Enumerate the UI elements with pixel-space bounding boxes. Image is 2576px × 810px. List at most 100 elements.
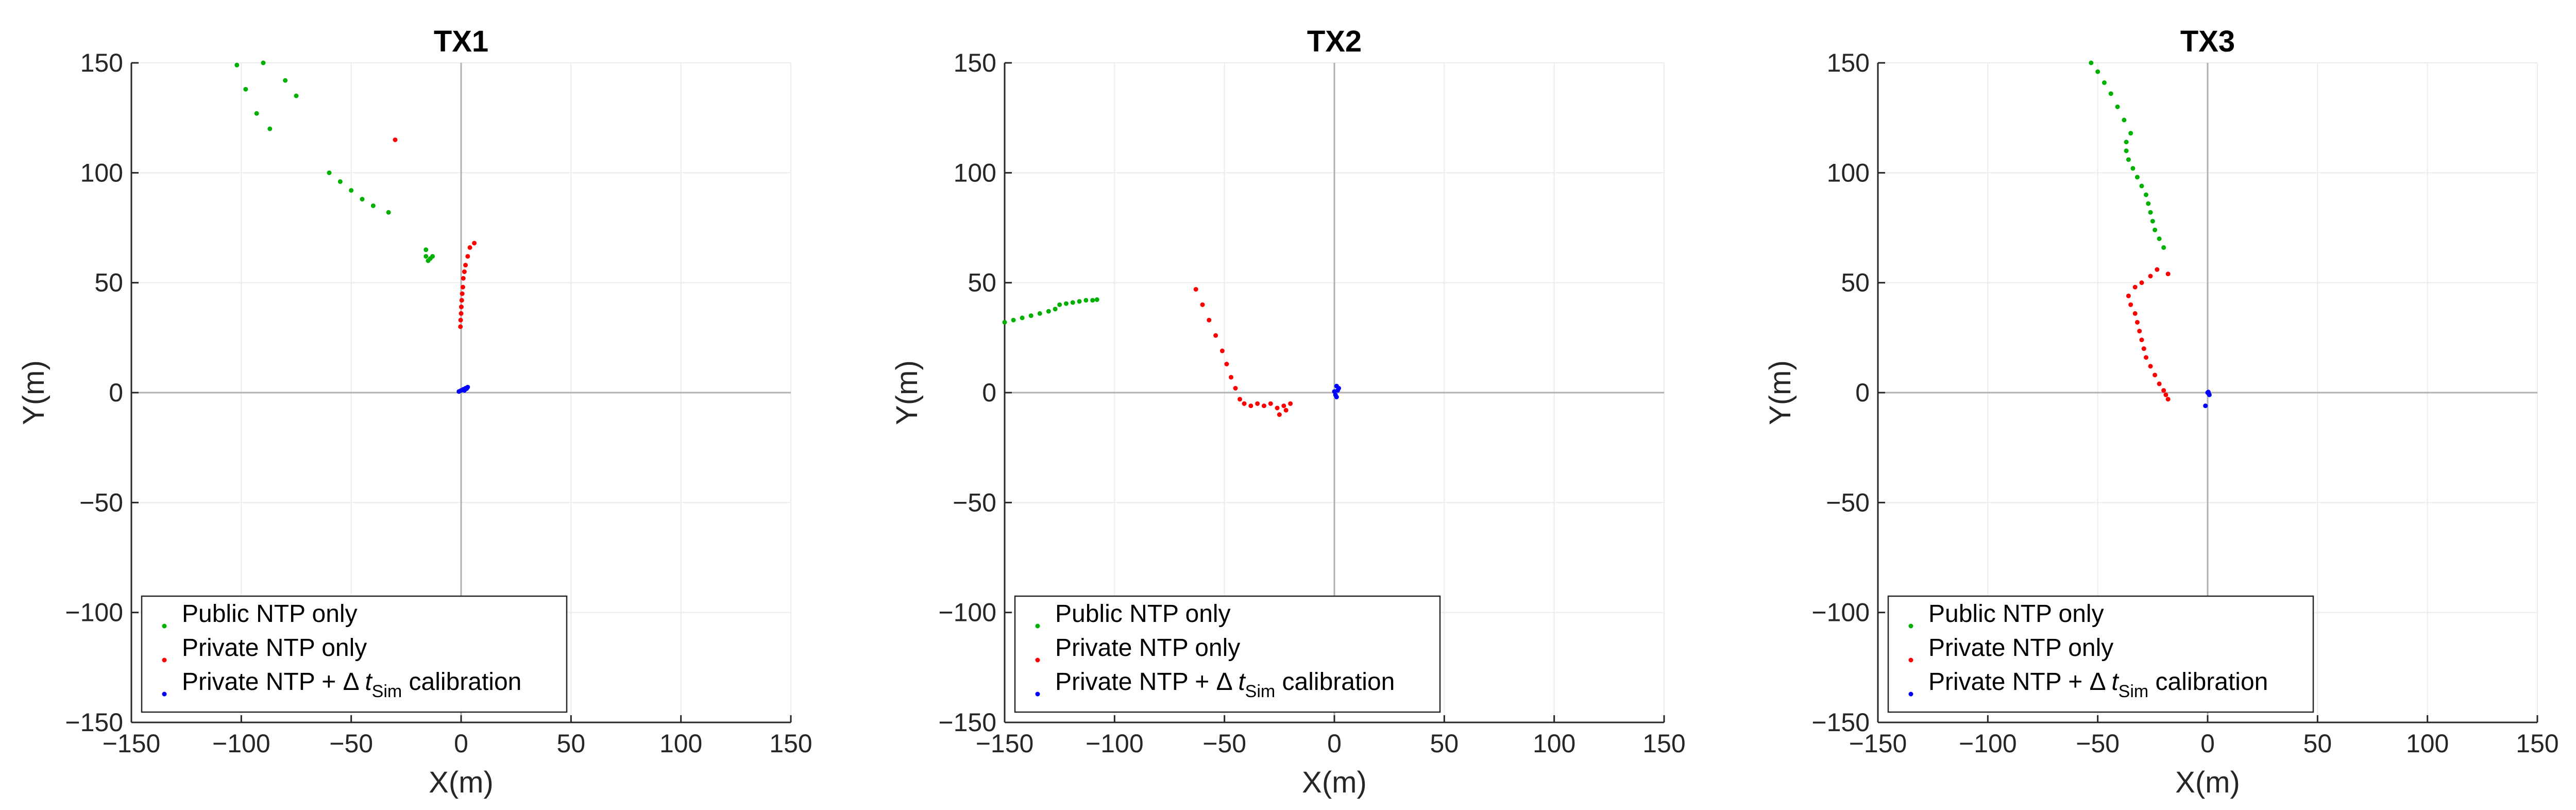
chart-1-series-3 bbox=[456, 384, 470, 394]
chart-3-series-2-point bbox=[2161, 388, 2166, 393]
chart-1-y-tick-label: 100 bbox=[80, 158, 123, 187]
chart-2-series-1-point bbox=[1057, 302, 1062, 307]
chart-1-series-3-point bbox=[462, 388, 467, 393]
chart-1-title: TX1 bbox=[434, 25, 488, 58]
chart-3-y-tick-label: −150 bbox=[1811, 708, 1870, 737]
chart-3-series-1-point bbox=[2089, 60, 2094, 65]
chart-3-legend-entry-2: Private NTP only bbox=[1928, 634, 2113, 662]
chart-2-series-2-point bbox=[1242, 401, 1247, 406]
chart-3-series-2-point bbox=[2137, 329, 2142, 334]
chart-3-legend-marker-2 bbox=[1908, 657, 1913, 663]
chart-3-series-2-point bbox=[2139, 280, 2144, 285]
chart-1-x-tick-label: −50 bbox=[329, 729, 373, 758]
chart-3-series-2-point bbox=[2163, 392, 2168, 397]
chart-3-series-1-point bbox=[2161, 245, 2166, 250]
chart-3-series-1-point bbox=[2102, 80, 2107, 85]
chart-2-legend: Public NTP only Private NTP only Private N… bbox=[1014, 595, 1441, 713]
chart-3-series-2-point bbox=[2155, 267, 2160, 272]
chart-1-series-1-point bbox=[254, 111, 259, 116]
chart-2-legend-entry-3: Private NTP + Δ tSim calibration bbox=[1055, 668, 1395, 701]
chart-2-series-2-point bbox=[1275, 406, 1280, 411]
chart-2-x-tick-label: 0 bbox=[1327, 729, 1342, 758]
chart-2-series-2-point bbox=[1283, 408, 1289, 413]
chart-3-x-tick-label: 150 bbox=[2516, 729, 2558, 758]
chart-3-legend-box bbox=[1887, 595, 2314, 713]
chart-2-y-tick-label: 0 bbox=[982, 378, 996, 407]
chart-3-legend-marker-3 bbox=[1908, 691, 1913, 697]
chart-3-series-1-point bbox=[2130, 166, 2136, 171]
chart-1: −150 −100 −50 0 50 100 150 −150 −100 −50 0 50 100 150… bbox=[17, 25, 812, 799]
chart-1-series-1-point bbox=[430, 254, 435, 259]
chart-1-y-tick-label: 0 bbox=[109, 378, 123, 407]
chart-1-legend-entry-2: Private NTP only bbox=[182, 634, 367, 662]
chart-1-series-2-point bbox=[461, 276, 466, 281]
chart-1-x-tick-label: −150 bbox=[103, 729, 161, 758]
chart-1-x-tick-label: 50 bbox=[557, 729, 586, 758]
chart-3-y-tick-label: 150 bbox=[1827, 48, 1870, 77]
chart-3-series-1-point bbox=[2095, 69, 2100, 74]
chart-3-series-1-point bbox=[2124, 148, 2129, 154]
chart-3-series-1-point bbox=[2148, 210, 2153, 215]
chart-2-x-axis-label: X(m) bbox=[1302, 766, 1367, 799]
chart-2-series-2-point bbox=[1268, 401, 1273, 406]
chart-3-title: TX3 bbox=[2180, 25, 2235, 58]
chart-1-series-2-point bbox=[459, 311, 464, 316]
chart-3-series-2-point bbox=[2141, 346, 2146, 351]
chart-1-series-1-point bbox=[386, 210, 391, 215]
chart-1-series-2-point bbox=[458, 317, 463, 323]
chart-1-legend-marker-3 bbox=[162, 691, 167, 697]
chart-3: −150 −100 −50 0 50 100 150 −150 −100 −50 0 50 100 150… bbox=[1764, 25, 2559, 799]
chart-3-series-1-point bbox=[2124, 140, 2129, 145]
chart-2-series-1-point bbox=[1090, 298, 1095, 303]
chart-2-y-tick-label: 150 bbox=[954, 48, 996, 77]
chart-2-x-tick-label: −150 bbox=[976, 729, 1034, 758]
chart-3-series-2-point bbox=[2134, 319, 2140, 325]
chart-3-series-2-point bbox=[2128, 302, 2133, 307]
chart-1-legend-entry-3: Private NTP + Δ tSim calibration bbox=[182, 668, 521, 701]
chart-2-legend-entry-1: Public NTP only bbox=[1055, 600, 1231, 628]
chart-3-legend-entry-1: Public NTP only bbox=[1928, 600, 2104, 628]
chart-1-y-tick-label: −50 bbox=[79, 488, 123, 517]
chart-2-x-tick-label: 150 bbox=[1642, 729, 1685, 758]
chart-2-legend-marker-3 bbox=[1035, 691, 1040, 697]
chart-3-x-tick-label: −150 bbox=[1849, 729, 1907, 758]
chart-2-legend-entry-2: Private NTP only bbox=[1055, 634, 1240, 662]
chart-1-series-2-point bbox=[393, 137, 398, 142]
chart-2-series-3-point bbox=[1336, 385, 1342, 391]
chart-3-x-tick-label: 100 bbox=[2406, 729, 2449, 758]
chart-1-x-tick-label: 0 bbox=[454, 729, 468, 758]
chart-3-series-1-point bbox=[2126, 157, 2131, 162]
chart-2-series-1-point bbox=[1011, 317, 1016, 323]
chart-3-series-1-point bbox=[2134, 175, 2140, 180]
chart-3-series-2-point bbox=[2148, 364, 2153, 369]
chart-3-series-3-point bbox=[2207, 392, 2212, 397]
chart-3-series-2 bbox=[2126, 267, 2171, 402]
chart-2-series-1 bbox=[1002, 297, 1099, 325]
chart-3-series-1-point bbox=[2122, 117, 2127, 123]
chart-2-title: TX2 bbox=[1307, 25, 1362, 58]
chart-1-series-1-point bbox=[327, 170, 332, 175]
chart-3-y-tick-label: 50 bbox=[1841, 268, 1870, 297]
chart-1-series-2-point bbox=[472, 241, 477, 246]
chart-1-x-axis-label: X(m) bbox=[429, 766, 494, 799]
chart-2-legend-box bbox=[1014, 595, 1441, 713]
chart-1-y-tick-label: −150 bbox=[65, 708, 123, 737]
chart-3-y-axis-label: Y(m) bbox=[1764, 360, 1797, 425]
chart-3-series-1-point bbox=[2128, 131, 2133, 136]
chart-2-series-1-point bbox=[1053, 307, 1058, 312]
chart-2-x-tick-label: −50 bbox=[1202, 729, 1246, 758]
chart-3-series-2-point bbox=[2165, 272, 2171, 277]
chart-2-series-2-point bbox=[1213, 333, 1218, 338]
chart-1-series-1-point bbox=[283, 78, 288, 83]
chart-2-y-tick-label: −150 bbox=[938, 708, 996, 737]
chart-3-x-tick-label: 0 bbox=[2200, 729, 2215, 758]
chart-1-y-tick-label: −100 bbox=[65, 598, 123, 627]
chart-2-series-2-point bbox=[1200, 302, 1205, 307]
chart-3-series-2-point bbox=[2132, 311, 2138, 316]
chart-2-series-2-point bbox=[1248, 403, 1253, 409]
chart-2-y-tick-label: 100 bbox=[954, 158, 996, 187]
chart-2-x-tick-label: −100 bbox=[1086, 729, 1144, 758]
chart-1-y-axis-label: Y(m) bbox=[17, 360, 50, 425]
chart-1-series-1-point bbox=[337, 179, 343, 184]
